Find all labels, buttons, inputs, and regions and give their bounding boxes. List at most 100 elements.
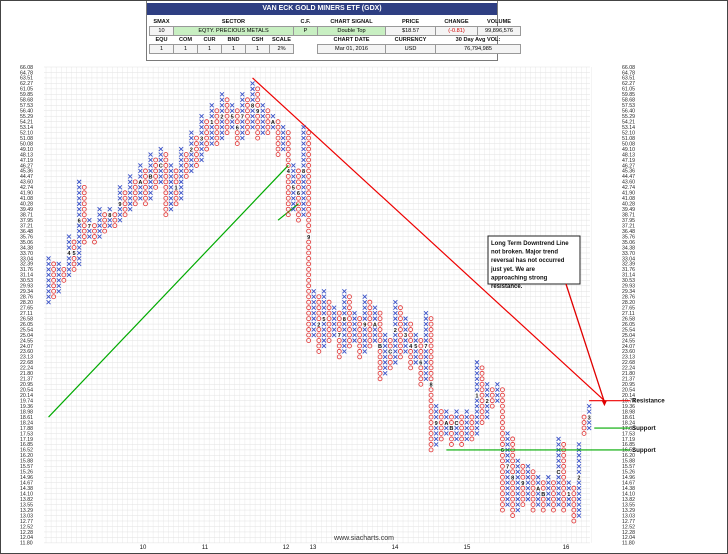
x-mark bbox=[97, 212, 102, 218]
o-column bbox=[357, 316, 363, 360]
y-tick-label-right: 56.40 bbox=[622, 109, 635, 115]
o-column: 9 bbox=[520, 463, 526, 508]
o-mark bbox=[296, 179, 301, 185]
x-mark bbox=[535, 474, 541, 480]
o-mark bbox=[204, 146, 210, 152]
x-mark bbox=[464, 431, 470, 436]
o-mark bbox=[561, 474, 567, 480]
x-mark bbox=[127, 201, 133, 207]
o-mark bbox=[183, 168, 189, 174]
o-mark bbox=[438, 409, 444, 415]
month-marker: 9 bbox=[256, 109, 259, 115]
x-mark bbox=[56, 283, 62, 289]
x-mark bbox=[505, 485, 510, 491]
o-column bbox=[81, 184, 87, 245]
o-mark bbox=[398, 305, 403, 311]
month-marker: 9 bbox=[118, 202, 121, 208]
month-marker: 1 bbox=[567, 492, 570, 498]
o-mark bbox=[306, 168, 312, 174]
month-marker: 5 bbox=[72, 251, 75, 257]
o-mark bbox=[398, 349, 403, 354]
o-column bbox=[143, 168, 148, 207]
x-mark bbox=[168, 174, 174, 179]
y-tick-label-left: 36.48 bbox=[20, 229, 33, 235]
x-mark bbox=[362, 343, 368, 349]
o-mark bbox=[551, 485, 556, 491]
o-mark bbox=[316, 316, 322, 322]
x-column bbox=[168, 163, 174, 212]
o-mark bbox=[224, 124, 230, 130]
o-mark bbox=[143, 201, 148, 207]
x-mark bbox=[219, 102, 225, 108]
x-mark bbox=[495, 392, 500, 398]
o-mark bbox=[224, 97, 230, 103]
o-mark bbox=[224, 113, 230, 119]
x-mark bbox=[423, 327, 429, 332]
o-mark bbox=[408, 349, 414, 354]
x-mark bbox=[352, 310, 357, 316]
o-mark bbox=[255, 102, 261, 108]
month-marker: 6 bbox=[297, 191, 300, 197]
x-mark bbox=[168, 206, 174, 212]
x-mark bbox=[423, 321, 429, 327]
x-mark bbox=[280, 135, 286, 141]
x-mark bbox=[240, 135, 245, 141]
o-mark bbox=[418, 338, 424, 343]
o-mark bbox=[285, 195, 291, 201]
x-mark bbox=[46, 294, 51, 300]
o-column bbox=[326, 299, 332, 343]
x-mark bbox=[586, 420, 592, 425]
header-table: SMAX SECTOR C.F. CHART SIGNAL PRICE CHAN… bbox=[149, 18, 522, 54]
o-mark bbox=[81, 239, 87, 245]
y-tick-label-left: 25.04 bbox=[20, 333, 33, 339]
x-mark bbox=[362, 338, 368, 343]
x-mark bbox=[576, 507, 582, 513]
y-tick-label-left: 12.77 bbox=[20, 519, 33, 525]
o-mark bbox=[102, 228, 108, 234]
x-mark bbox=[393, 332, 398, 338]
x-mark bbox=[209, 102, 215, 108]
o-mark bbox=[347, 294, 352, 300]
y-tick-label-right: 50.08 bbox=[622, 141, 635, 147]
x-mark bbox=[66, 234, 72, 239]
y-tick-label-left: 37.95 bbox=[20, 218, 33, 224]
x-mark bbox=[97, 234, 102, 239]
x-mark bbox=[393, 305, 398, 310]
o-mark bbox=[551, 496, 556, 502]
month-marker: 3 bbox=[404, 333, 407, 339]
o-mark bbox=[326, 332, 332, 338]
x-tick-label: 11 bbox=[202, 545, 209, 551]
x-mark bbox=[546, 474, 551, 480]
o-mark bbox=[551, 502, 556, 508]
x-mark bbox=[301, 174, 306, 179]
o-column bbox=[194, 135, 199, 168]
o-mark bbox=[489, 387, 495, 393]
x-mark bbox=[525, 463, 531, 469]
x-mark bbox=[138, 174, 143, 179]
x-mark bbox=[250, 119, 255, 125]
y-tick-label-left: 46.27 bbox=[20, 163, 33, 169]
o-mark bbox=[316, 327, 322, 332]
month-marker: 2 bbox=[577, 475, 580, 481]
o-column: 7 bbox=[336, 310, 342, 360]
o-mark bbox=[500, 469, 505, 475]
month-marker: A bbox=[271, 120, 275, 126]
x-mark bbox=[546, 496, 551, 502]
x-column bbox=[97, 206, 102, 239]
x-mark bbox=[76, 195, 82, 201]
o-mark bbox=[265, 130, 271, 136]
y-tick-label-right: 37.21 bbox=[622, 223, 635, 229]
y-tick-label-left: 59.85 bbox=[20, 92, 33, 98]
x-column: A bbox=[535, 474, 541, 507]
x-mark bbox=[525, 480, 531, 486]
o-mark bbox=[347, 299, 352, 305]
x-mark bbox=[474, 403, 480, 409]
o-mark bbox=[234, 141, 240, 146]
y-tick-label-right: 57.53 bbox=[622, 103, 635, 109]
x-mark bbox=[505, 496, 510, 502]
x-mark bbox=[209, 141, 215, 146]
y-tick-label-right: 34.38 bbox=[622, 245, 635, 251]
month-marker: A bbox=[536, 486, 540, 492]
x-mark bbox=[76, 212, 82, 218]
o-mark bbox=[183, 173, 189, 179]
